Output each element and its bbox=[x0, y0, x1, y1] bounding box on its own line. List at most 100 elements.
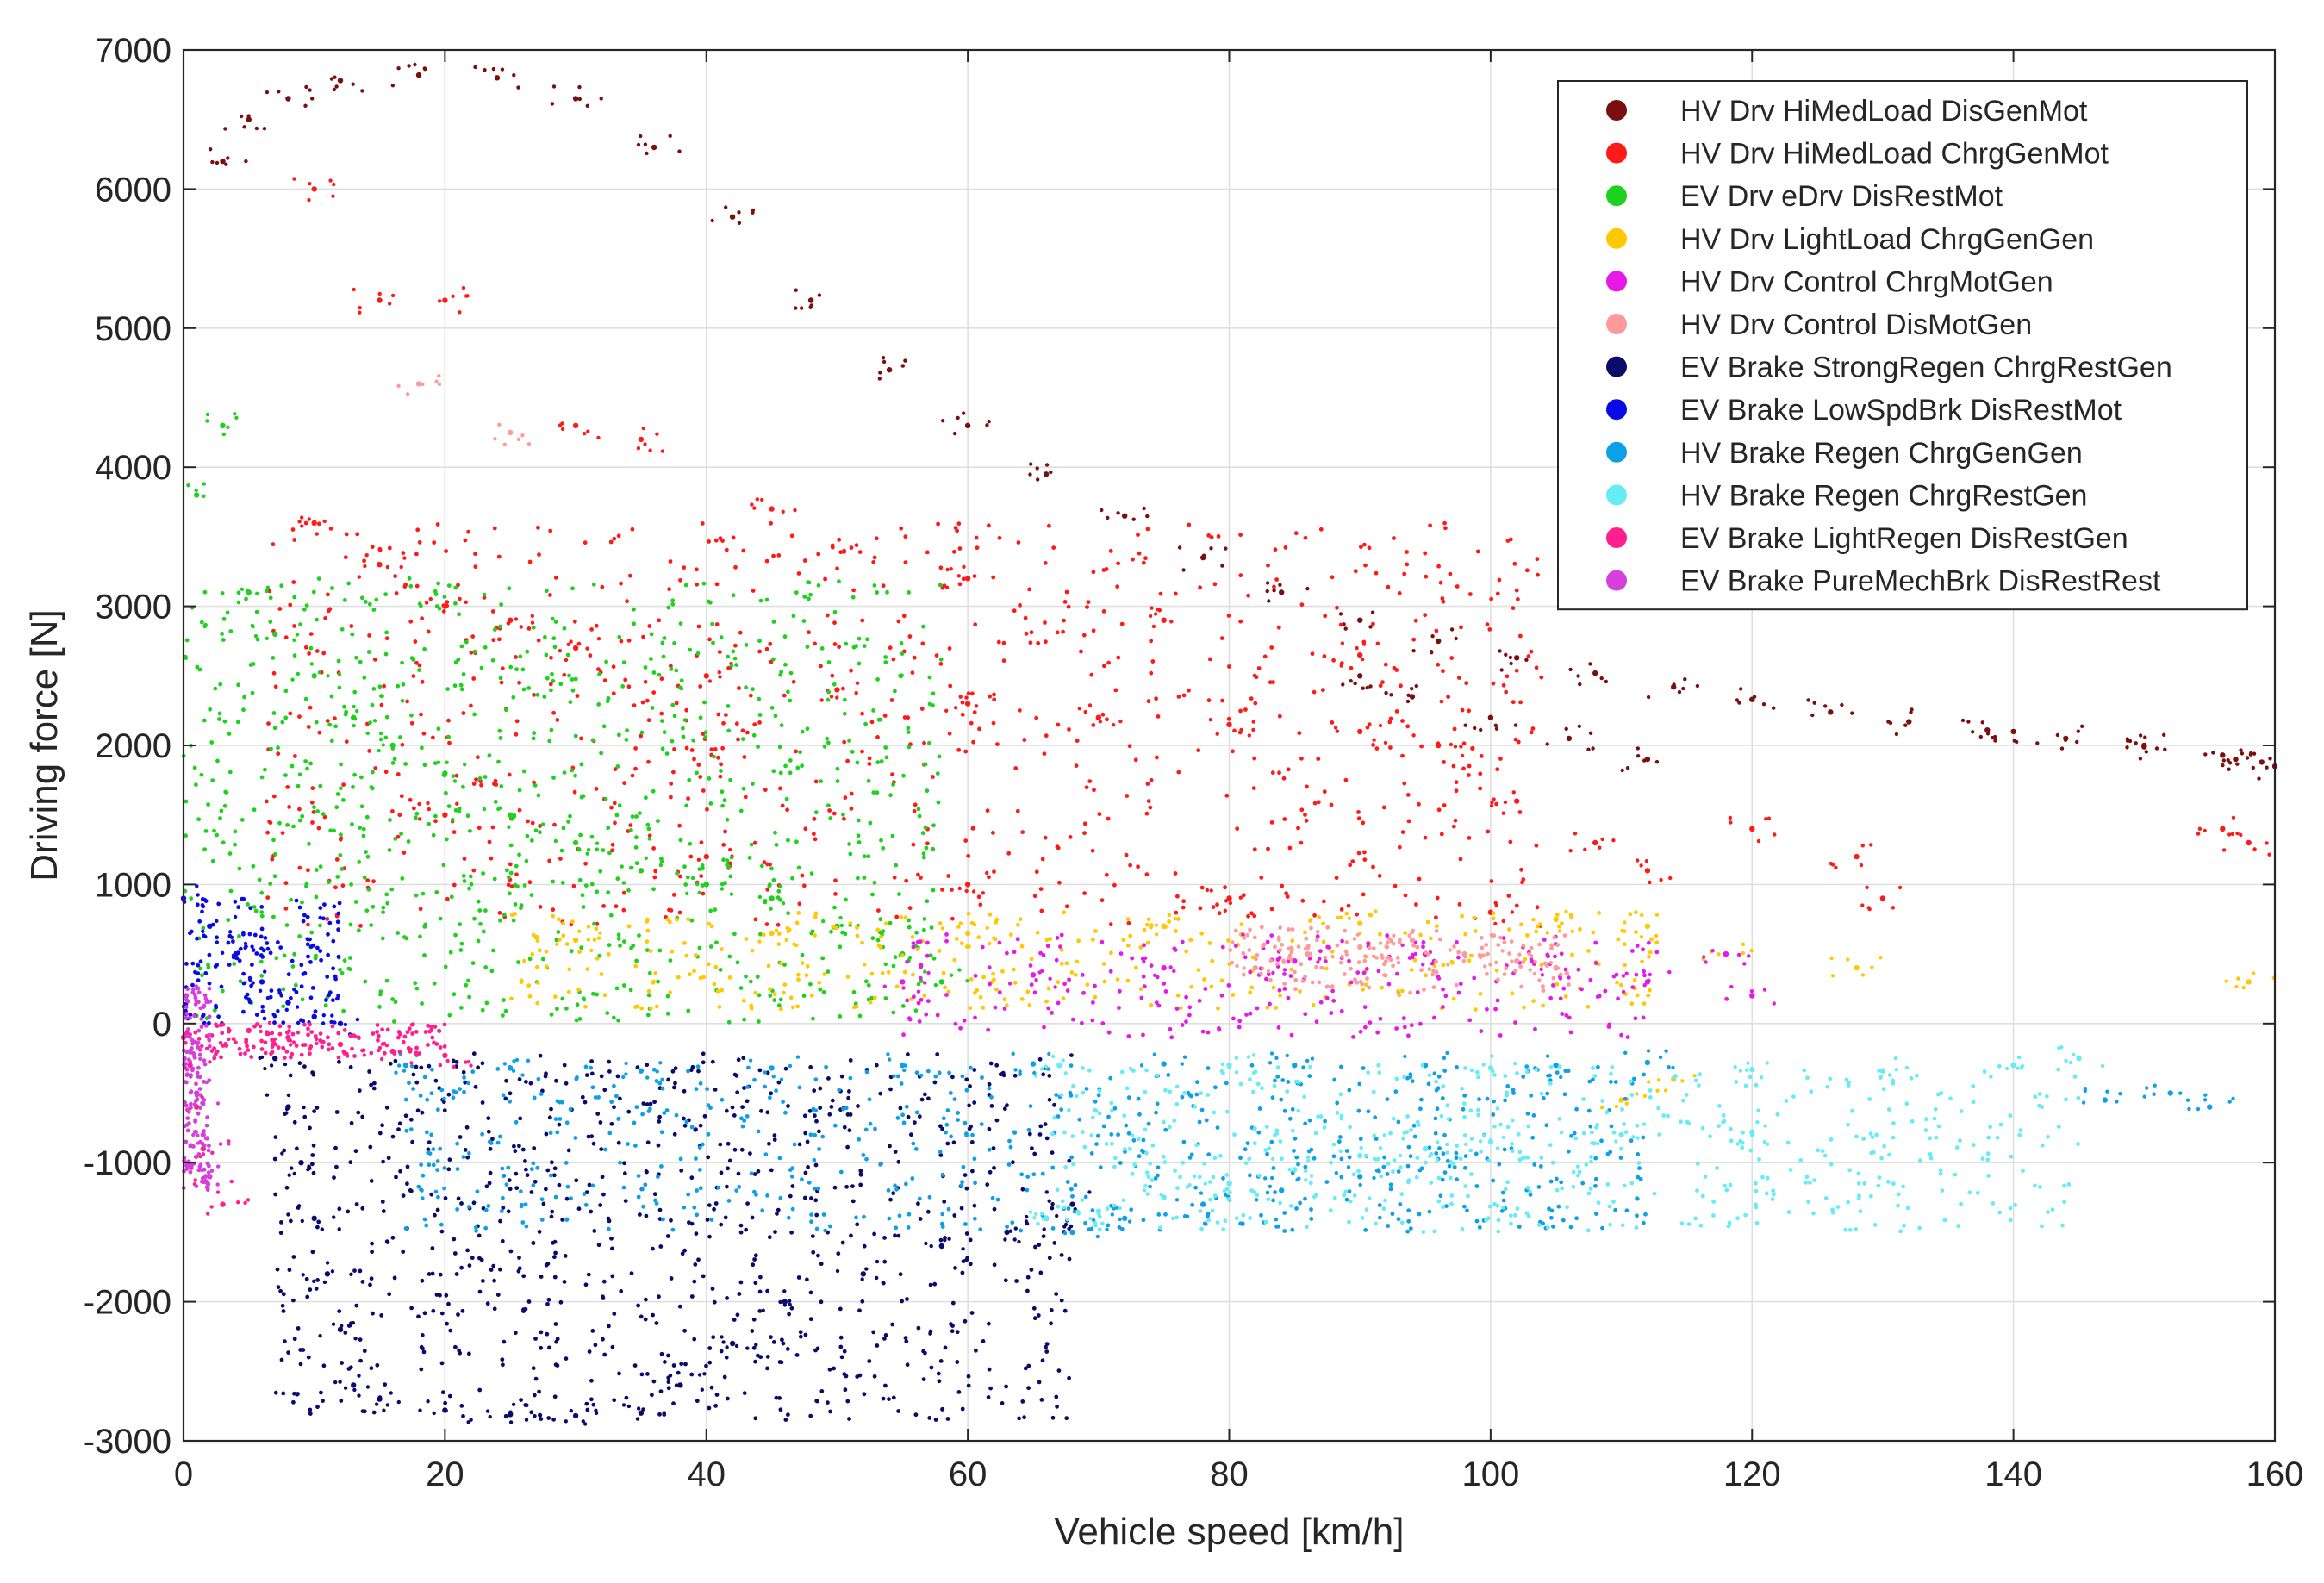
scatter-point bbox=[1405, 1230, 1410, 1234]
scatter-point bbox=[479, 783, 483, 788]
scatter-point bbox=[1206, 1031, 1211, 1035]
scatter-point bbox=[1224, 909, 1227, 913]
scatter-point bbox=[414, 552, 419, 557]
scatter-point bbox=[1071, 1018, 1075, 1022]
scatter-point bbox=[601, 1193, 606, 1197]
scatter-point bbox=[711, 219, 714, 222]
scatter-point bbox=[545, 589, 549, 593]
scatter-point bbox=[1636, 944, 1640, 948]
scatter-point bbox=[311, 1073, 315, 1077]
scatter-point bbox=[481, 1279, 485, 1283]
scatter-point bbox=[601, 1337, 605, 1342]
scatter-point bbox=[802, 619, 807, 623]
scatter-point bbox=[362, 834, 366, 838]
scatter-point bbox=[940, 1127, 944, 1131]
scatter-point bbox=[1116, 511, 1119, 514]
scatter-point bbox=[1537, 978, 1541, 982]
scatter-point bbox=[1008, 982, 1012, 985]
scatter-point bbox=[1272, 585, 1276, 589]
scatter-point bbox=[725, 1296, 729, 1300]
scatter-point bbox=[337, 1309, 341, 1313]
scatter-point bbox=[465, 1156, 470, 1160]
scatter-point bbox=[1648, 988, 1652, 993]
scatter-point bbox=[521, 1309, 526, 1313]
scatter-point bbox=[758, 713, 763, 717]
scatter-point bbox=[590, 882, 595, 887]
scatter-point bbox=[923, 763, 927, 767]
scatter-point bbox=[1641, 1136, 1645, 1140]
data-point bbox=[338, 1327, 343, 1332]
scatter-point bbox=[473, 552, 477, 556]
scatter-point bbox=[1274, 577, 1279, 582]
scatter-point bbox=[765, 922, 769, 926]
scatter-point bbox=[236, 905, 240, 909]
scatter-point bbox=[317, 521, 321, 526]
scatter-point bbox=[241, 707, 246, 712]
scatter-point bbox=[358, 1088, 362, 1093]
scatter-point bbox=[255, 1013, 259, 1017]
scatter-point bbox=[274, 956, 278, 960]
scatter-point bbox=[713, 965, 718, 969]
data-point bbox=[965, 576, 970, 581]
scatter-point bbox=[1209, 546, 1212, 550]
scatter-point bbox=[221, 989, 225, 994]
scatter-point bbox=[1357, 960, 1361, 964]
scatter-point bbox=[264, 936, 268, 940]
scatter-point bbox=[437, 374, 440, 377]
scatter-point bbox=[701, 1051, 706, 1056]
scatter-point bbox=[847, 739, 851, 743]
scatter-point bbox=[1005, 1225, 1009, 1229]
scatter-point bbox=[372, 608, 377, 612]
scatter-point bbox=[718, 650, 722, 654]
data-point bbox=[651, 145, 657, 150]
scatter-point bbox=[648, 837, 652, 841]
scatter-point bbox=[1014, 1279, 1019, 1283]
scatter-point bbox=[502, 913, 507, 917]
scatter-point bbox=[1151, 659, 1156, 664]
scatter-point bbox=[554, 1322, 558, 1326]
scatter-point bbox=[427, 630, 431, 634]
scatter-point bbox=[1000, 1401, 1005, 1405]
scatter-point bbox=[215, 759, 220, 763]
scatter-point bbox=[690, 919, 695, 923]
scatter-point bbox=[534, 1377, 539, 1381]
scatter-point bbox=[640, 1112, 645, 1117]
scatter-point bbox=[950, 567, 953, 570]
scatter-point bbox=[675, 918, 679, 922]
scatter-point bbox=[462, 672, 466, 676]
scatter-point bbox=[1336, 944, 1340, 948]
scatter-point bbox=[675, 701, 679, 706]
scatter-point bbox=[447, 1013, 452, 1018]
scatter-point bbox=[462, 1155, 466, 1159]
scatter-point bbox=[1635, 1213, 1639, 1218]
scatter-point bbox=[1017, 1417, 1021, 1421]
scatter-point bbox=[1507, 951, 1511, 956]
scatter-point bbox=[1503, 972, 1507, 976]
scatter-point bbox=[1155, 932, 1158, 936]
scatter-point bbox=[918, 1019, 922, 1024]
scatter-point bbox=[237, 601, 240, 604]
scatter-point bbox=[786, 689, 790, 694]
scatter-point bbox=[971, 826, 975, 831]
scatter-point bbox=[213, 687, 217, 691]
scatter-point bbox=[1199, 907, 1203, 911]
scatter-point bbox=[1555, 982, 1560, 987]
scatter-point bbox=[1266, 564, 1270, 568]
scatter-point bbox=[1479, 992, 1483, 996]
scatter-point bbox=[365, 878, 370, 882]
scatter-point bbox=[1486, 830, 1490, 834]
scatter-point bbox=[813, 837, 818, 841]
scatter-point bbox=[1530, 731, 1534, 735]
scatter-point bbox=[789, 995, 794, 1000]
scatter-point bbox=[1649, 938, 1654, 942]
scatter-point bbox=[568, 814, 572, 819]
scatter-point bbox=[606, 699, 610, 703]
scatter-point bbox=[1368, 946, 1372, 950]
scatter-point bbox=[1020, 944, 1025, 949]
scatter-point bbox=[819, 1262, 824, 1266]
scatter-point bbox=[534, 828, 539, 832]
scatter-point bbox=[1374, 571, 1379, 576]
scatter-point bbox=[1060, 1299, 1064, 1303]
scatter-point bbox=[673, 1081, 677, 1086]
scatter-point bbox=[1452, 825, 1456, 829]
